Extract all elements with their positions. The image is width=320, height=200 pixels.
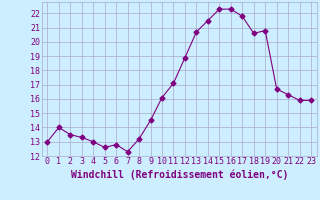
X-axis label: Windchill (Refroidissement éolien,°C): Windchill (Refroidissement éolien,°C) — [70, 169, 288, 180]
